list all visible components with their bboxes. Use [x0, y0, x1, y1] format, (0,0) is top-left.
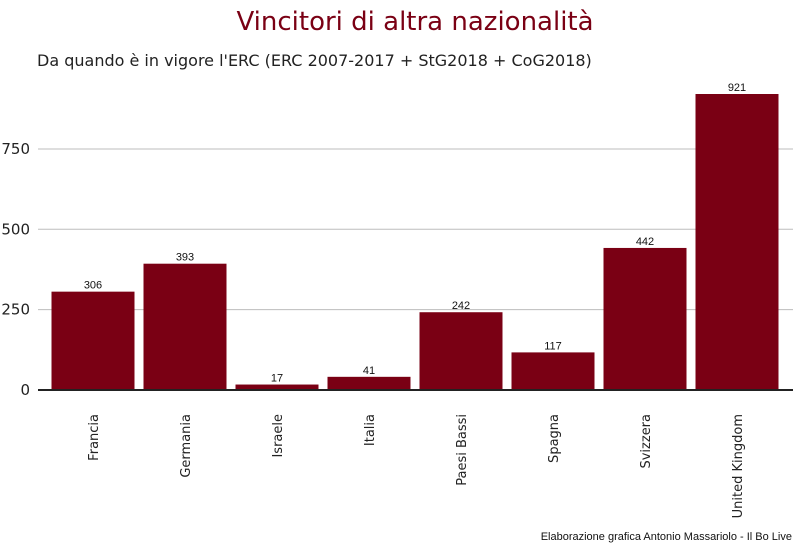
data-label: 442: [636, 236, 654, 248]
bar: [235, 384, 319, 390]
data-label: 921: [728, 82, 746, 94]
bars: [51, 94, 779, 390]
data-labels: 306 393 17 41 242 117 442 921: [84, 82, 746, 385]
x-tick-label: Svizzera: [639, 414, 654, 469]
y-tick-label: 750: [1, 140, 30, 158]
y-axis-ticks: 0 250 500 750: [1, 140, 30, 399]
data-label: 117: [544, 340, 562, 352]
data-label: 17: [271, 373, 283, 385]
x-tick-label: Francia: [87, 414, 102, 461]
chart-subtitle: Da quando è in vigore l'ERC (ERC 2007-20…: [37, 51, 592, 70]
x-axis-ticks: Francia Germania Israele Italia Paesi Bassi S…: [87, 414, 746, 518]
bar: [603, 247, 687, 390]
chart-caption: Elaborazione grafica Antonio Massariolo …: [541, 531, 792, 543]
bar: [511, 352, 595, 390]
data-label: 41: [363, 365, 375, 377]
x-tick-label: Paesi Bassi: [455, 414, 470, 486]
bar: [419, 312, 503, 390]
bar: [143, 263, 227, 390]
x-tick-label: Israele: [271, 414, 286, 458]
data-label: 306: [84, 280, 102, 292]
bar: [327, 376, 411, 390]
y-tick-label: 500: [1, 220, 30, 238]
data-label: 242: [452, 300, 470, 312]
bar: [51, 291, 135, 390]
x-tick-label: United Kingdom: [731, 414, 746, 518]
bar: [695, 94, 779, 390]
y-tick-label: 250: [1, 301, 30, 319]
data-label: 393: [176, 252, 194, 264]
chart-title: Vincitori di altra nazionalità: [236, 7, 593, 37]
x-tick-label: Italia: [363, 414, 378, 446]
x-tick-label: Spagna: [547, 414, 562, 463]
x-tick-label: Germania: [179, 414, 194, 478]
y-tick-label: 0: [20, 381, 30, 399]
